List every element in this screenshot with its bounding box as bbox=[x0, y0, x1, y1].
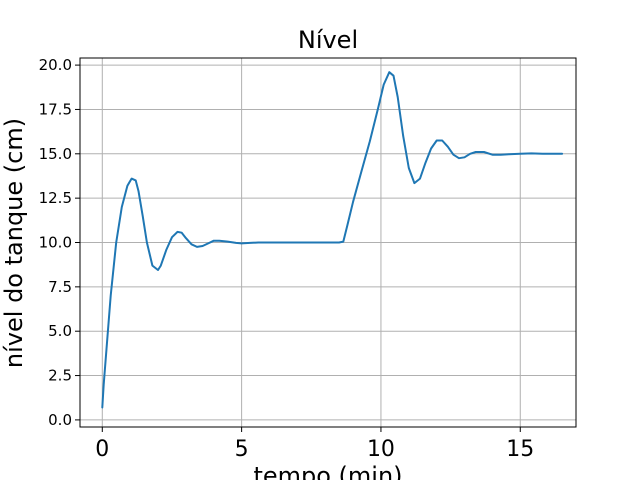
grid bbox=[80, 58, 576, 427]
x-tick-label: 10 bbox=[367, 437, 395, 462]
y-tick-label: 10.0 bbox=[39, 234, 72, 252]
x-tick-label: 15 bbox=[506, 437, 534, 462]
y-tick-label: 12.5 bbox=[39, 189, 72, 207]
x-axis-label: tempo (min) bbox=[253, 462, 402, 480]
series-layer bbox=[101, 71, 564, 409]
series-line bbox=[101, 71, 564, 409]
chart-title: Nível bbox=[298, 26, 358, 54]
y-tick-label: 20.0 bbox=[39, 56, 72, 74]
y-tick-label: 0.0 bbox=[48, 411, 72, 429]
y-tick-label: 2.5 bbox=[48, 367, 72, 385]
y-axis-label: nível do tanque (cm) bbox=[0, 118, 28, 368]
y-tick-label: 7.5 bbox=[48, 278, 72, 296]
ticks: 0 5 10 15 0.0 2.5 5.0 7.5 10.0 12.5 15.0 17.5 20.0 bbox=[39, 56, 535, 462]
x-tick-label: 5 bbox=[235, 437, 249, 462]
y-tick-label: 15.0 bbox=[39, 145, 72, 163]
x-tick-label: 0 bbox=[95, 437, 109, 462]
y-tick-label: 17.5 bbox=[39, 100, 72, 118]
y-tick-label: 5.0 bbox=[48, 322, 72, 340]
